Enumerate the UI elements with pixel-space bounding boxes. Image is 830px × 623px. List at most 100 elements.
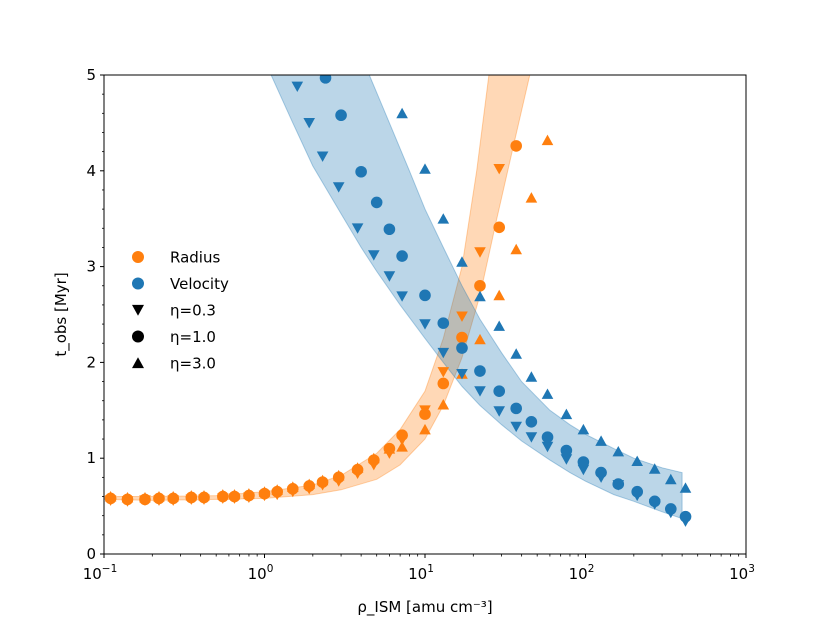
velocity-eta-03-point (510, 421, 522, 433)
y-tick-label: 5 (86, 66, 96, 84)
velocity-eta-10-point (510, 402, 522, 415)
velocity-eta-10-point (612, 478, 625, 490)
velocity-eta-30-point (665, 473, 677, 485)
marker-layer (104, 75, 692, 527)
legend-entry: η=1.0 (132, 328, 216, 346)
x-tick-base: 10 (408, 565, 427, 583)
velocity-eta-30-point (595, 435, 607, 446)
velocity-eta-03-point (577, 464, 590, 476)
radius-eta-30-point (271, 484, 283, 495)
legend-marker-circle (132, 330, 144, 343)
x-tick-base: 10 (83, 565, 102, 583)
legend-entry: Radius (132, 249, 220, 267)
x-tick-label: 100 (248, 563, 274, 583)
velocity-eta-30-point (648, 463, 661, 474)
radius-eta-03-point (437, 367, 450, 378)
radius-eta-10-point (510, 140, 522, 152)
x-tick-exponent: −1 (102, 563, 117, 575)
radius-eta-30-point (396, 441, 408, 452)
velocity-eta-10-point (595, 466, 607, 479)
radius-eta-30-point (198, 490, 210, 501)
x-tick-exponent: 0 (267, 563, 274, 575)
radius-eta-30-point (525, 192, 538, 203)
radius-eta-30-point (368, 452, 380, 464)
legend-label: η=1.0 (170, 328, 216, 346)
radius-eta-10-point (456, 331, 468, 344)
radius-eta-30-point (303, 478, 315, 489)
velocity-eta-03-point (383, 271, 396, 282)
radius-eta-03-point (474, 247, 486, 258)
x-tick-exponent: 2 (588, 563, 595, 575)
legend-marker-triangle-down (132, 304, 144, 316)
velocity-eta-10-point (335, 109, 347, 122)
velocity-eta-30-point (437, 213, 450, 224)
x-tick-base: 10 (569, 565, 588, 583)
velocity-eta-10-point (648, 495, 661, 508)
velocity-eta-30-point (679, 482, 692, 493)
radius-eta-30-point (243, 488, 255, 499)
legend-entry: Velocity (132, 275, 229, 293)
y-tick-label: 3 (86, 258, 96, 276)
velocity-eta-03-point (437, 347, 450, 359)
legend-label: Velocity (170, 275, 229, 293)
radius-eta-10-point (396, 429, 408, 442)
velocity-eta-10-point (631, 485, 644, 498)
radius-eta-30-point (383, 443, 396, 454)
radius-eta-30-point (437, 399, 450, 410)
velocity-eta-30-point (541, 388, 554, 399)
velocity-eta-03-point (303, 118, 315, 129)
velocity-eta-03-point (493, 406, 505, 417)
velocity-eta-03-point (396, 291, 408, 302)
legend: Radius Velocity η=0.3 η=1.0 η=3.0 (132, 249, 229, 373)
velocity-eta-03-point (316, 151, 329, 162)
velocity-eta-30-point (474, 290, 486, 302)
velocity-eta-03-point (351, 223, 364, 234)
velocity-eta-03-point (474, 386, 486, 397)
velocity-eta-03-point (291, 81, 304, 92)
velocity-eta-10-point (437, 317, 450, 329)
radius-eta-30-point (316, 474, 329, 486)
legend-marker-circle (132, 277, 144, 290)
velocity-eta-30-point (396, 107, 408, 119)
velocity-eta-10-point (319, 75, 332, 84)
legend-marker-triangle-up (132, 357, 144, 369)
velocity-eta-30-point (525, 371, 538, 382)
radius-eta-03-point (456, 311, 468, 322)
x-tick-base: 10 (248, 565, 267, 583)
radius-eta-30-point (258, 486, 271, 497)
legend-label: Radius (170, 249, 220, 267)
velocity-eta-30-point (577, 423, 590, 435)
radius-eta-30-point (351, 462, 364, 473)
velocity-eta-10-point (419, 289, 431, 302)
velocity-eta-10-point (679, 510, 692, 523)
x-tick-label: 102 (569, 563, 595, 583)
velocity-eta-10-point (456, 342, 468, 354)
radius-eta-30-point (228, 489, 241, 500)
velocity-eta-03-point (332, 182, 345, 193)
radius-eta-30-point (541, 134, 554, 146)
velocity-eta-10-point (577, 456, 590, 468)
x-tick-exponent: 3 (748, 563, 755, 575)
velocity-eta-10-point (474, 365, 486, 377)
velocity-eta-10-point (493, 385, 506, 397)
radius-eta-30-point (510, 243, 522, 255)
legend-marker-circle (132, 251, 144, 263)
radius-eta-30-point (493, 289, 505, 301)
velocity-eta-03-point (541, 441, 554, 453)
velocity-eta-10-point (665, 503, 677, 515)
y-tick-label: 2 (86, 353, 96, 371)
velocity-eta-10-point (560, 444, 573, 457)
velocity-eta-10-point (355, 165, 367, 178)
velocity-eta-30-point (419, 163, 431, 174)
velocity-eta-10-point (525, 415, 538, 428)
velocity-eta-03-point (456, 369, 468, 380)
x-tick-base: 10 (729, 565, 748, 583)
radius-eta-30-point (419, 423, 431, 435)
radius-eta-10-point (419, 408, 431, 420)
radius-eta-30-point (185, 490, 198, 501)
legend-entry: η=0.3 (132, 302, 216, 320)
velocity-eta-30-point (560, 408, 573, 420)
x-tick-exponent: 1 (427, 563, 434, 575)
radius-eta-30-point (332, 469, 345, 481)
radius-eta-30-point (104, 491, 117, 502)
